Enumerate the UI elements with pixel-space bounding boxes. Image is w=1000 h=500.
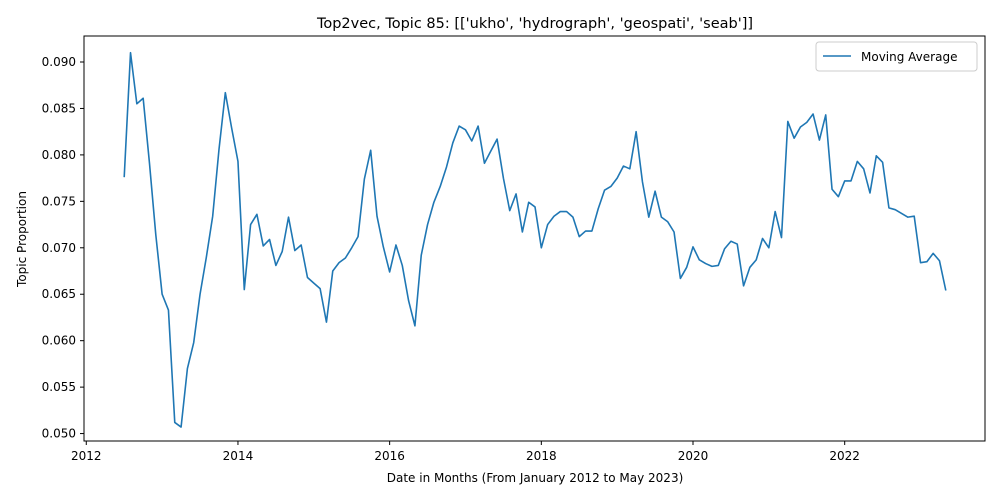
x-tick-label: 2012 — [71, 449, 102, 463]
x-tick-label: 2016 — [374, 449, 405, 463]
y-axis-label: Topic Proportion — [15, 191, 29, 288]
y-tick-label: 0.065 — [42, 287, 76, 301]
x-tick-label: 2022 — [829, 449, 860, 463]
y-tick-label: 0.050 — [42, 427, 76, 441]
y-tick-label: 0.075 — [42, 194, 76, 208]
x-tick-label: 2020 — [678, 449, 709, 463]
x-tick-label: 2014 — [223, 449, 254, 463]
y-axis: 0.050 0.055 0.060 0.065 0.070 0.075 0.080 0.085… — [42, 55, 84, 441]
x-axis: 2012 2014 2016 2018 2020 2022 — [71, 441, 860, 463]
y-tick-label: 0.060 — [42, 334, 76, 348]
y-tick-label: 0.070 — [42, 241, 76, 255]
y-tick-label: 0.055 — [42, 380, 76, 394]
plot-area — [123, 51, 947, 428]
legend: Moving Average — [815, 41, 978, 72]
y-tick-label: 0.090 — [42, 55, 76, 69]
legend-box — [815, 41, 978, 72]
y-tick-label: 0.085 — [42, 101, 76, 115]
x-tick-label: 2018 — [526, 449, 557, 463]
series-line-moving-average — [123, 51, 947, 428]
y-tick-label: 0.080 — [42, 148, 76, 162]
x-axis-label: Date in Months (From January 2012 to May… — [387, 471, 684, 485]
legend-label: Moving Average — [861, 50, 957, 64]
chart-title: Top2vec, Topic 85: [['ukho', 'hydrograph… — [316, 16, 753, 32]
plot-frame — [83, 35, 986, 442]
